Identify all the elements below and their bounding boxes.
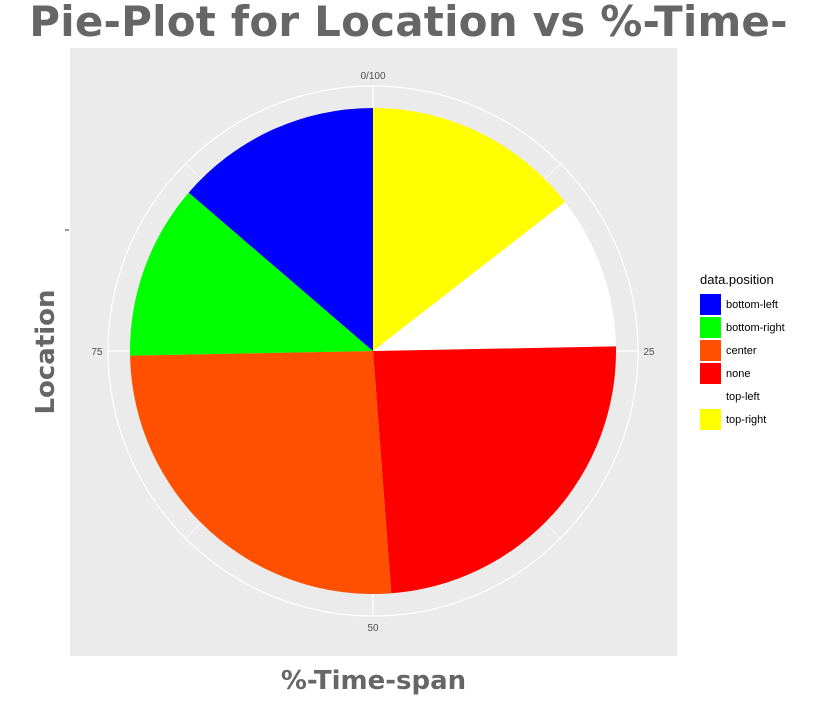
pie-slice-top-left: [373, 202, 616, 351]
legend-item: bottom-right: [700, 316, 785, 339]
y-axis-title: Location: [31, 289, 61, 415]
legend-label: top-left: [726, 390, 760, 403]
pie-slice-none: [373, 346, 617, 594]
legend-swatch: [700, 363, 721, 384]
legend-swatch: [700, 386, 721, 407]
legend-label: none: [726, 367, 751, 380]
legend-title: data.position: [700, 272, 774, 287]
legend-item: top-left: [700, 385, 785, 408]
legend-item: bottom-left: [700, 293, 785, 316]
theta-tick-label: 0/100: [360, 71, 385, 82]
pie-slice-top-right: [373, 108, 566, 351]
theta-ticks: 0/100 25 50 75: [91, 71, 655, 634]
pie-slice-bottom-left: [188, 107, 373, 351]
legend-label: top-right: [726, 413, 767, 426]
legend-swatch: [700, 294, 721, 315]
legend-swatch: [700, 409, 721, 430]
pie-slice-center: [130, 351, 392, 595]
legend-swatch: [700, 340, 721, 361]
legend-label: bottom-right: [726, 321, 785, 334]
legend-item: center: [700, 339, 785, 362]
pie-slices: [129, 107, 617, 595]
x-axis-title: %-Time-span: [280, 666, 467, 696]
legend-label: center: [726, 344, 757, 357]
theta-tick-label: 75: [91, 347, 103, 358]
legend-label: bottom-left: [726, 298, 778, 311]
theta-tick-label: 50: [367, 623, 379, 634]
pie-slice-bottom-right: [129, 192, 373, 356]
legend: data.position bottom-left bottom-right c…: [700, 272, 785, 431]
legend-item: none: [700, 362, 785, 385]
legend-item: top-right: [700, 408, 785, 431]
legend-swatch: [700, 317, 721, 338]
theta-tick-label: 25: [643, 347, 655, 358]
